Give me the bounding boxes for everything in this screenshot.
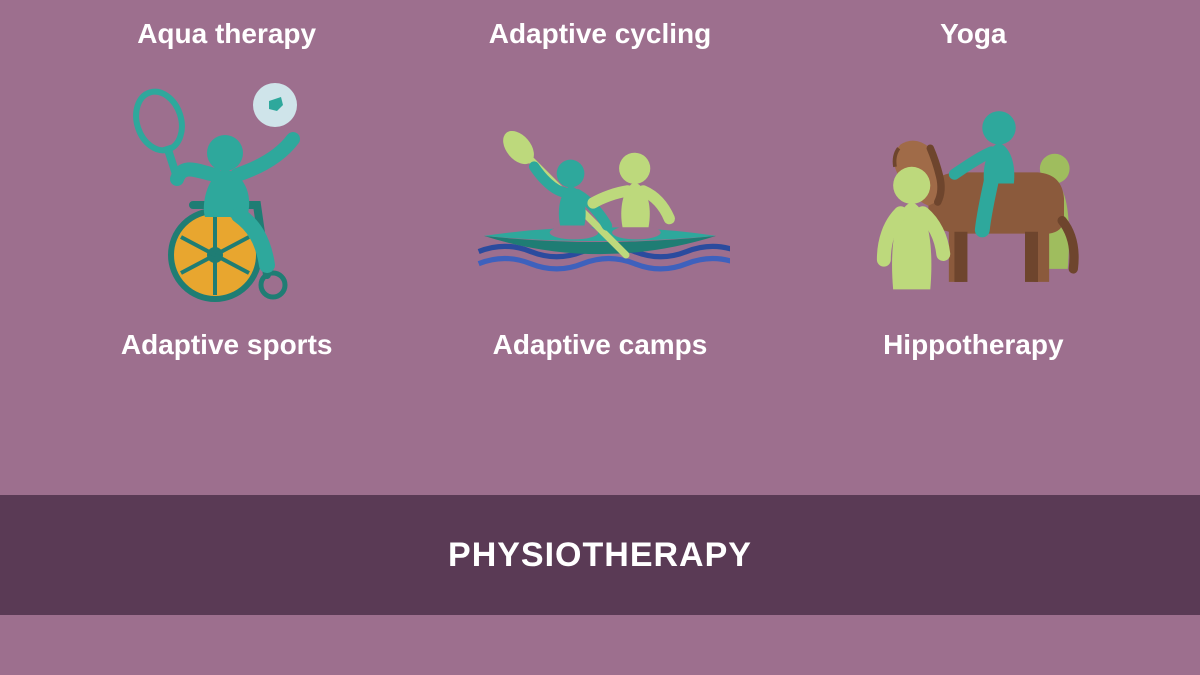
label-adaptive-cycling: Adaptive cycling [413, 18, 786, 50]
cards-row: Adaptive sports [0, 75, 1200, 361]
card-hippotherapy: Hippotherapy [787, 75, 1160, 361]
top-labels-row: Aqua therapy Adaptive cycling Yoga [0, 0, 1200, 50]
label-adaptive-sports: Adaptive sports [121, 329, 333, 361]
card-adaptive-camps: Adaptive camps [413, 75, 786, 361]
label-yoga: Yoga [787, 18, 1160, 50]
footer-title: PHYSIOTHERAPY [448, 536, 752, 575]
label-aqua-therapy: Aqua therapy [40, 18, 413, 50]
label-adaptive-camps: Adaptive camps [493, 329, 708, 361]
kayak-icon [470, 75, 730, 305]
horse-rider-icon [843, 75, 1103, 305]
card-adaptive-sports: Adaptive sports [40, 75, 413, 361]
wheelchair-badminton-icon [97, 75, 357, 305]
label-hippotherapy: Hippotherapy [883, 329, 1063, 361]
footer-band: PHYSIOTHERAPY [0, 495, 1200, 615]
infographic-page: Aqua therapy Adaptive cycling Yoga [0, 0, 1200, 675]
